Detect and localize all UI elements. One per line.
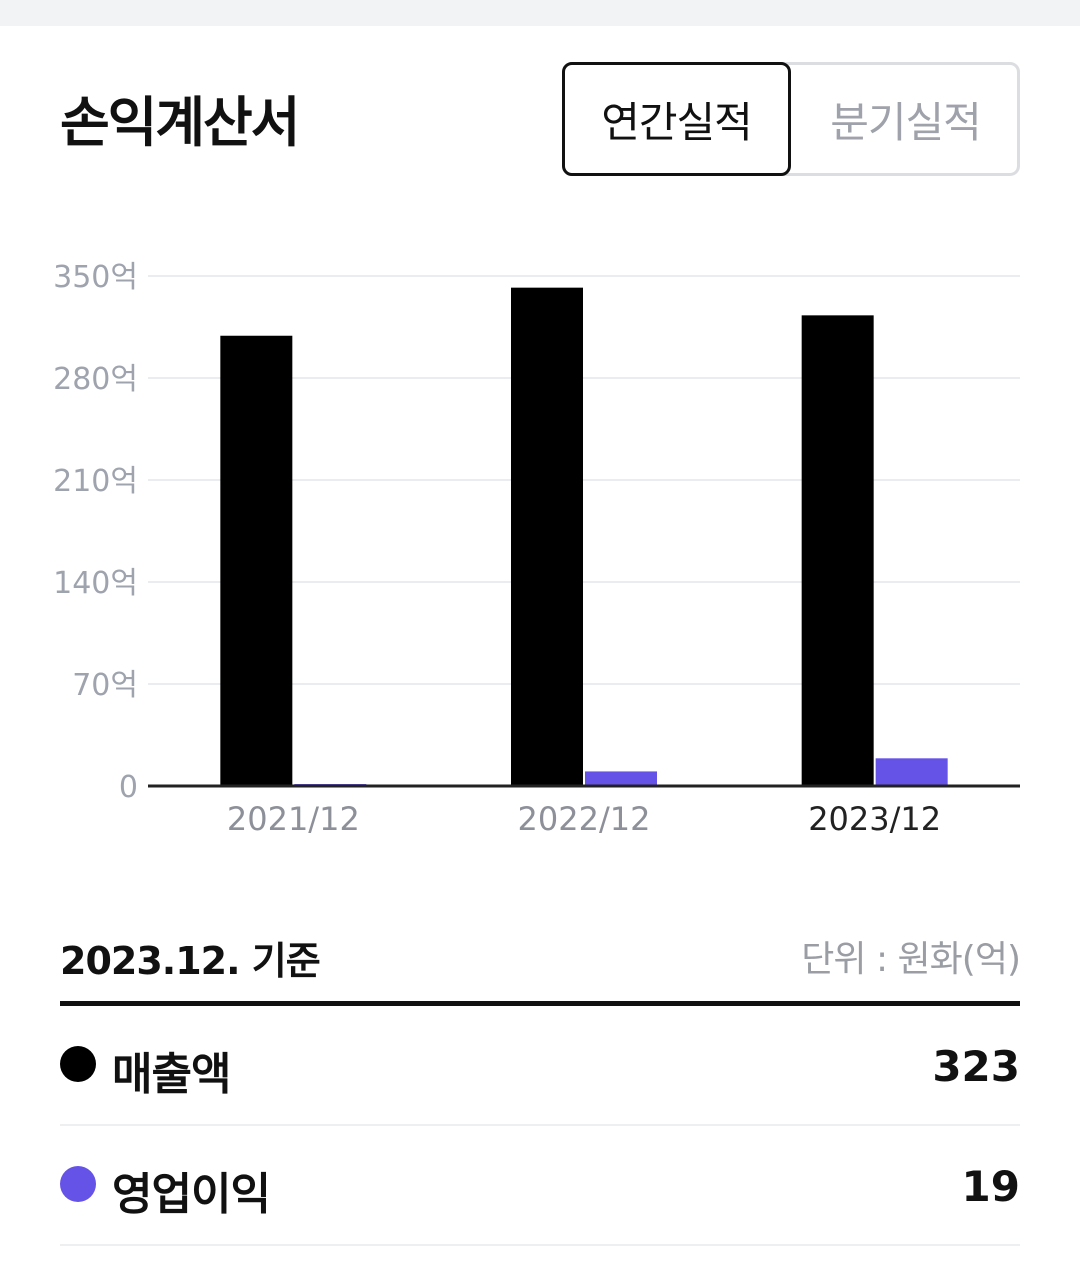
operating-profit-legend-dot [60,1166,96,1202]
x-tick-label: 2021/12 [227,800,360,838]
bar-revenue [511,287,583,786]
divider [60,1001,1020,1006]
bar-operating-profit [875,758,948,786]
period-toggle: 연간실적 분기실적 [562,62,1020,176]
operating-profit-value: 19 [961,1162,1020,1211]
basis-date: 2023.12. 기준 [60,939,321,983]
bar-operating-profit [585,771,657,786]
revenue-label: 매출액 [112,1049,231,1100]
income-chart: 0 70억 140억 210억 280억 350억 2021/12 2022/12 2023/1… [0,240,1080,860]
bar-revenue [220,335,293,786]
summary-row-revenue: 매출액 323 [60,1006,1020,1126]
x-tick-label: 2023/12 [808,800,941,838]
page-title: 손익계산서 [60,91,300,154]
y-tick-label: 140억 [53,566,138,601]
y-tick-label: 70억 [72,668,138,703]
revenue-value: 323 [932,1042,1020,1091]
top-strip [0,0,1080,26]
operating-profit-label: 영업이익 [112,1169,271,1220]
y-tick-label: 210억 [53,464,138,499]
x-tick-label: 2022/12 [518,800,651,838]
y-tick-label: 350억 [53,260,138,295]
revenue-legend-dot [60,1046,96,1082]
y-tick-label: 0 [119,770,138,805]
summary-row-operating-profit: 영업이익 19 [60,1126,1020,1246]
unit-label: 단위 : 원화(억) [801,939,1021,980]
bar-revenue [801,315,874,786]
tab-annual[interactable]: 연간실적 [562,62,791,176]
tab-quarterly[interactable]: 분기실적 [830,97,982,147]
chart-svg: 0 70억 140억 210억 280억 350억 2021/12 2022/12 2023/1… [53,260,1020,838]
y-tick-label: 280억 [53,362,138,397]
